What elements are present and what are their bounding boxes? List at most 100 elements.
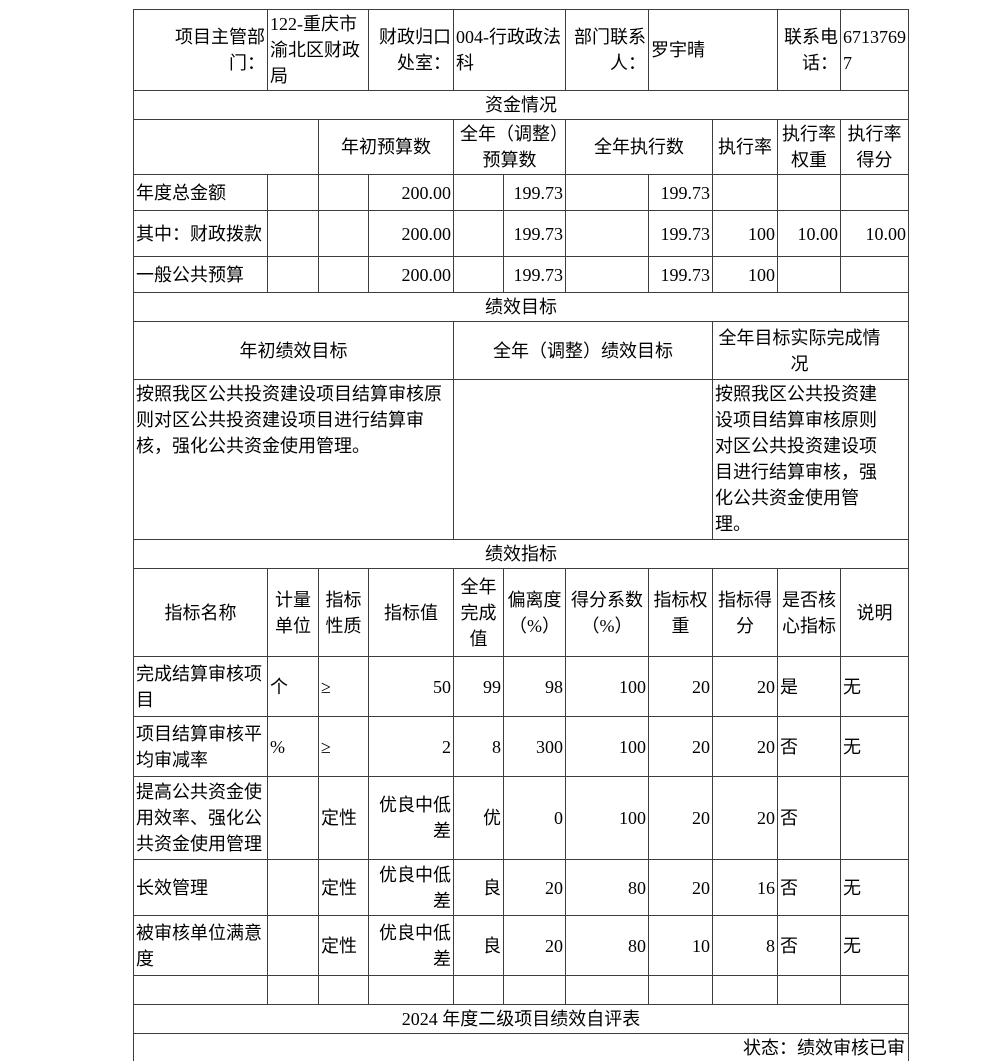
indicators-header-coefficient: 得分系数（%） xyxy=(565,568,649,657)
indicator-completed: 99 xyxy=(453,656,504,717)
table-row: 长效管理 定性 优良中低差 良 20 80 20 16 否 无 xyxy=(133,859,909,916)
funds-executed-value: 199.73 xyxy=(648,174,713,211)
funds-header-rate: 执行率 xyxy=(712,119,778,175)
indicator-weight: 20 xyxy=(648,776,713,860)
indicator-target: 优良中低差 xyxy=(368,915,454,976)
goals-header-actual: 全年目标实际完成情况 xyxy=(712,321,909,380)
table-row: 2024 年度二级项目绩效自评表 xyxy=(133,1004,909,1034)
indicator-note: 无 xyxy=(840,716,909,777)
indicator-nature: ≥ xyxy=(318,716,369,777)
empty-cell xyxy=(267,975,319,1005)
funds-header-executed: 全年执行数 xyxy=(565,119,713,175)
empty-cell xyxy=(318,256,369,293)
table-row: 年初绩效目标 全年（调整）绩效目标 全年目标实际完成情况 xyxy=(133,321,909,380)
indicator-coefficient: 80 xyxy=(565,859,649,916)
indicator-weight: 20 xyxy=(648,656,713,717)
empty-cell xyxy=(318,174,369,211)
empty-cell xyxy=(565,210,649,257)
office-value: 004-行政政法科 xyxy=(453,9,566,91)
funds-rate-value: 100 xyxy=(712,256,778,293)
indicator-core: 否 xyxy=(777,859,841,916)
table-row: 按照我区公共投资建设项目结算审核原则对区公共投资建设项目进行结算审核，强化公共资… xyxy=(133,379,909,540)
funds-score-value xyxy=(840,174,909,211)
goals-header-adjusted: 全年（调整）绩效目标 xyxy=(453,321,713,380)
phone-value: 67137697 xyxy=(840,9,909,91)
funds-score-value: 10.00 xyxy=(840,210,909,257)
indicator-nature: ≥ xyxy=(318,656,369,717)
indicator-coefficient: 80 xyxy=(565,915,649,976)
contact-label: 部门联系人： xyxy=(565,9,649,91)
indicator-nature: 定性 xyxy=(318,915,369,976)
indicator-target: 50 xyxy=(368,656,454,717)
funds-rate-value: 100 xyxy=(712,210,778,257)
indicator-note: 无 xyxy=(840,915,909,976)
indicators-header-name: 指标名称 xyxy=(133,568,268,657)
indicator-deviation: 0 xyxy=(503,776,566,860)
indicator-unit: 个 xyxy=(267,656,319,717)
indicator-unit: % xyxy=(267,716,319,777)
indicator-target: 2 xyxy=(368,716,454,777)
indicator-nature: 定性 xyxy=(318,859,369,916)
indicator-core: 否 xyxy=(777,776,841,860)
table-row: 其中：财政拨款 200.00 199.73 199.73 100 10.00 1… xyxy=(133,210,909,257)
office-label: 财政归口处室： xyxy=(368,9,454,91)
indicator-completed: 良 xyxy=(453,859,504,916)
table-row: 资金情况 xyxy=(133,90,909,120)
funds-executed-value: 199.73 xyxy=(648,210,713,257)
dept-value: 122-重庆市渝北区财政局 xyxy=(267,9,369,91)
empty-cell xyxy=(318,975,369,1005)
funds-header-rate-weight: 执行率权重 xyxy=(777,119,841,175)
indicators-header-completed: 全年完成值 xyxy=(453,568,504,657)
indicator-score: 16 xyxy=(712,859,778,916)
funds-row-label: 其中：财政拨款 xyxy=(133,210,268,257)
funds-row-label: 年度总金额 xyxy=(133,174,268,211)
empty-cell xyxy=(565,174,649,211)
empty-cell xyxy=(453,210,504,257)
funds-row-label: 一般公共预算 xyxy=(133,256,268,293)
status-text: 状态：绩效审核已审 xyxy=(133,1033,909,1061)
indicator-weight: 20 xyxy=(648,859,713,916)
funds-adjusted-value: 199.73 xyxy=(503,174,566,211)
indicator-target: 优良中低差 xyxy=(368,776,454,860)
empty-cell xyxy=(133,119,319,175)
indicators-header-score: 指标得分 xyxy=(712,568,778,657)
empty-cell xyxy=(840,975,909,1005)
indicator-completed: 8 xyxy=(453,716,504,777)
goals-header-initial: 年初绩效目标 xyxy=(133,321,454,380)
empty-cell xyxy=(453,174,504,211)
indicator-deviation: 20 xyxy=(503,915,566,976)
goals-section-header: 绩效目标 xyxy=(133,292,909,322)
self-evaluation-table: 项目主管部门： 122-重庆市渝北区财政局 财政归口处室： 004-行政政法科 … xyxy=(133,9,909,1061)
empty-cell xyxy=(712,975,778,1005)
empty-cell xyxy=(648,975,713,1005)
indicator-note xyxy=(840,776,909,860)
indicators-header-target: 指标值 xyxy=(368,568,454,657)
table-row: 提高公共资金使用效率、强化公共资金使用管理 定性 优良中低差 优 0 100 2… xyxy=(133,776,909,860)
indicator-coefficient: 100 xyxy=(565,776,649,860)
funds-executed-value: 199.73 xyxy=(648,256,713,293)
empty-cell xyxy=(453,256,504,293)
indicator-coefficient: 100 xyxy=(565,656,649,717)
empty-cell xyxy=(267,210,319,257)
indicator-name: 被审核单位满意度 xyxy=(133,915,268,976)
funds-score-value xyxy=(840,256,909,293)
funds-adjusted-value: 199.73 xyxy=(503,256,566,293)
table-row: 项目结算审核平均审减率 % ≥ 2 8 300 100 20 20 否 无 xyxy=(133,716,909,777)
goals-adjusted-text xyxy=(453,379,713,540)
funds-weight-value xyxy=(777,174,841,211)
table-row: 完成结算审核项目 个 ≥ 50 99 98 100 20 20 是 无 xyxy=(133,656,909,717)
empty-cell xyxy=(777,975,841,1005)
indicator-weight: 20 xyxy=(648,716,713,777)
indicator-note: 无 xyxy=(840,656,909,717)
empty-cell xyxy=(267,256,319,293)
table-row: 绩效目标 xyxy=(133,292,909,322)
indicator-coefficient: 100 xyxy=(565,716,649,777)
indicator-name: 完成结算审核项目 xyxy=(133,656,268,717)
indicator-score: 20 xyxy=(712,776,778,860)
empty-cell xyxy=(318,210,369,257)
indicator-completed: 优 xyxy=(453,776,504,860)
empty-cell xyxy=(565,256,649,293)
indicators-header-nature: 指标性质 xyxy=(318,568,369,657)
indicator-note: 无 xyxy=(840,859,909,916)
funds-weight-value: 10.00 xyxy=(777,210,841,257)
